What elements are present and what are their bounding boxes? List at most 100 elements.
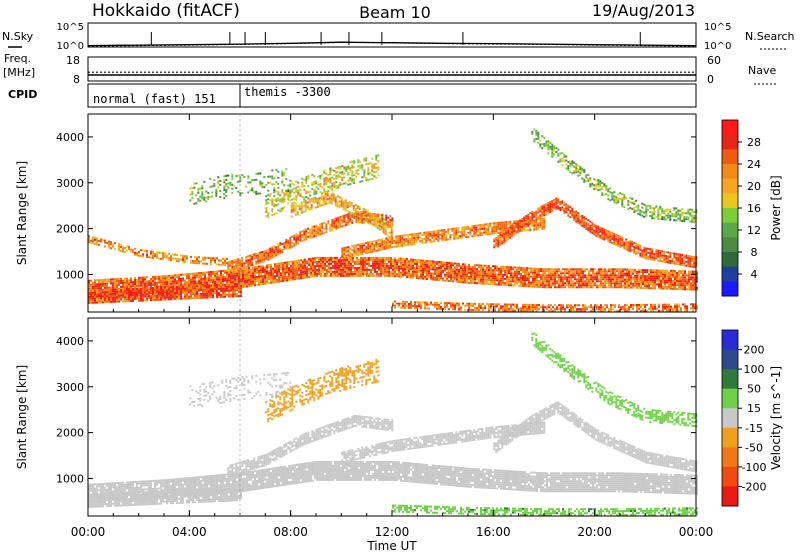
power-cell [406, 268, 408, 270]
power-cell [376, 263, 378, 265]
power-cell [136, 252, 138, 254]
power-cell [672, 286, 674, 288]
power-cell [427, 239, 429, 241]
power-cell [110, 293, 112, 295]
power-cell [352, 261, 354, 263]
power-cell [273, 245, 275, 247]
power-cell [264, 273, 266, 275]
power-cell [331, 225, 333, 227]
power-cell [483, 230, 485, 232]
power-cell [409, 242, 411, 244]
power-cell [533, 212, 535, 214]
power-cell [124, 280, 126, 282]
power-cell [94, 292, 96, 294]
cpid-panel: CPID normal (fast) 151 themis -3300 [8, 84, 696, 107]
power-cell [578, 286, 580, 288]
power-cell [442, 265, 444, 267]
power-cell [307, 202, 309, 204]
power-cell [591, 232, 593, 234]
power-cell [128, 294, 130, 296]
power-cell [401, 237, 403, 239]
power-cell [434, 271, 436, 273]
power-cell [350, 263, 352, 265]
power-cell [210, 281, 212, 283]
power-cell [380, 269, 382, 271]
power-cell [334, 261, 336, 263]
power-cell [416, 261, 418, 263]
power-cell [507, 228, 509, 230]
power-cell [356, 267, 358, 269]
power-cell [429, 231, 431, 233]
power-cell [410, 267, 412, 269]
power-cell [531, 215, 533, 217]
power-cell [618, 270, 620, 272]
power-cell [614, 284, 616, 286]
power-cell [616, 278, 618, 280]
power-cell [531, 221, 533, 223]
power-cell [284, 272, 286, 274]
power-cell [564, 274, 566, 276]
power-cell [383, 222, 385, 224]
power-cell [508, 278, 510, 280]
power-cell [176, 274, 178, 276]
power-cell [535, 227, 537, 229]
power-cell [542, 274, 544, 276]
power-cell [346, 259, 348, 261]
power-cell [428, 264, 430, 266]
power-cell [264, 279, 266, 281]
power-cell [526, 277, 528, 279]
power-cell [222, 294, 224, 296]
power-cell [580, 272, 582, 274]
power-cell [616, 282, 618, 284]
power-cell [595, 227, 597, 229]
power-cell [640, 271, 642, 273]
power-cell [480, 273, 482, 275]
power-cell [309, 237, 311, 239]
power-cell [503, 237, 505, 239]
power-cell [624, 281, 626, 283]
power-cell [411, 233, 413, 235]
power-cell [527, 220, 529, 222]
power-cell [94, 239, 96, 241]
power-cell [379, 247, 381, 249]
power-cell [498, 270, 500, 272]
power-cell [463, 226, 465, 228]
power-cell [409, 238, 411, 240]
power-cell [208, 287, 210, 289]
power-cell [138, 279, 140, 281]
power-cell [480, 281, 482, 283]
power-cell [484, 277, 486, 279]
power-cell [499, 230, 501, 232]
power-cell [605, 233, 607, 235]
power-cell [416, 273, 418, 275]
power-cell [530, 286, 532, 288]
power-cell [626, 273, 628, 275]
power-cell [255, 263, 257, 265]
power-cell [286, 271, 288, 273]
power-cell [622, 278, 624, 280]
power-cell [385, 240, 387, 242]
power-cell [249, 255, 251, 257]
power-cell [152, 293, 154, 295]
power-cell [646, 287, 648, 289]
power-cell [553, 203, 555, 205]
power-cell [570, 284, 572, 286]
power-cell [140, 277, 142, 279]
power-cell [286, 275, 288, 277]
power-cell [344, 263, 346, 265]
power-cell [543, 228, 545, 230]
power-cell [114, 295, 116, 297]
power-cell [365, 209, 367, 211]
power-cell [450, 270, 452, 272]
power-cell [656, 277, 658, 279]
power-cell [124, 284, 126, 286]
power-cell [270, 270, 272, 272]
power-cell [250, 279, 252, 281]
power-cell [335, 222, 337, 224]
power-cell [494, 269, 496, 271]
power-cell [375, 215, 377, 217]
power-cell [232, 291, 234, 293]
power-cell [204, 263, 206, 265]
power-cell [184, 257, 186, 259]
power-cell [329, 224, 331, 226]
